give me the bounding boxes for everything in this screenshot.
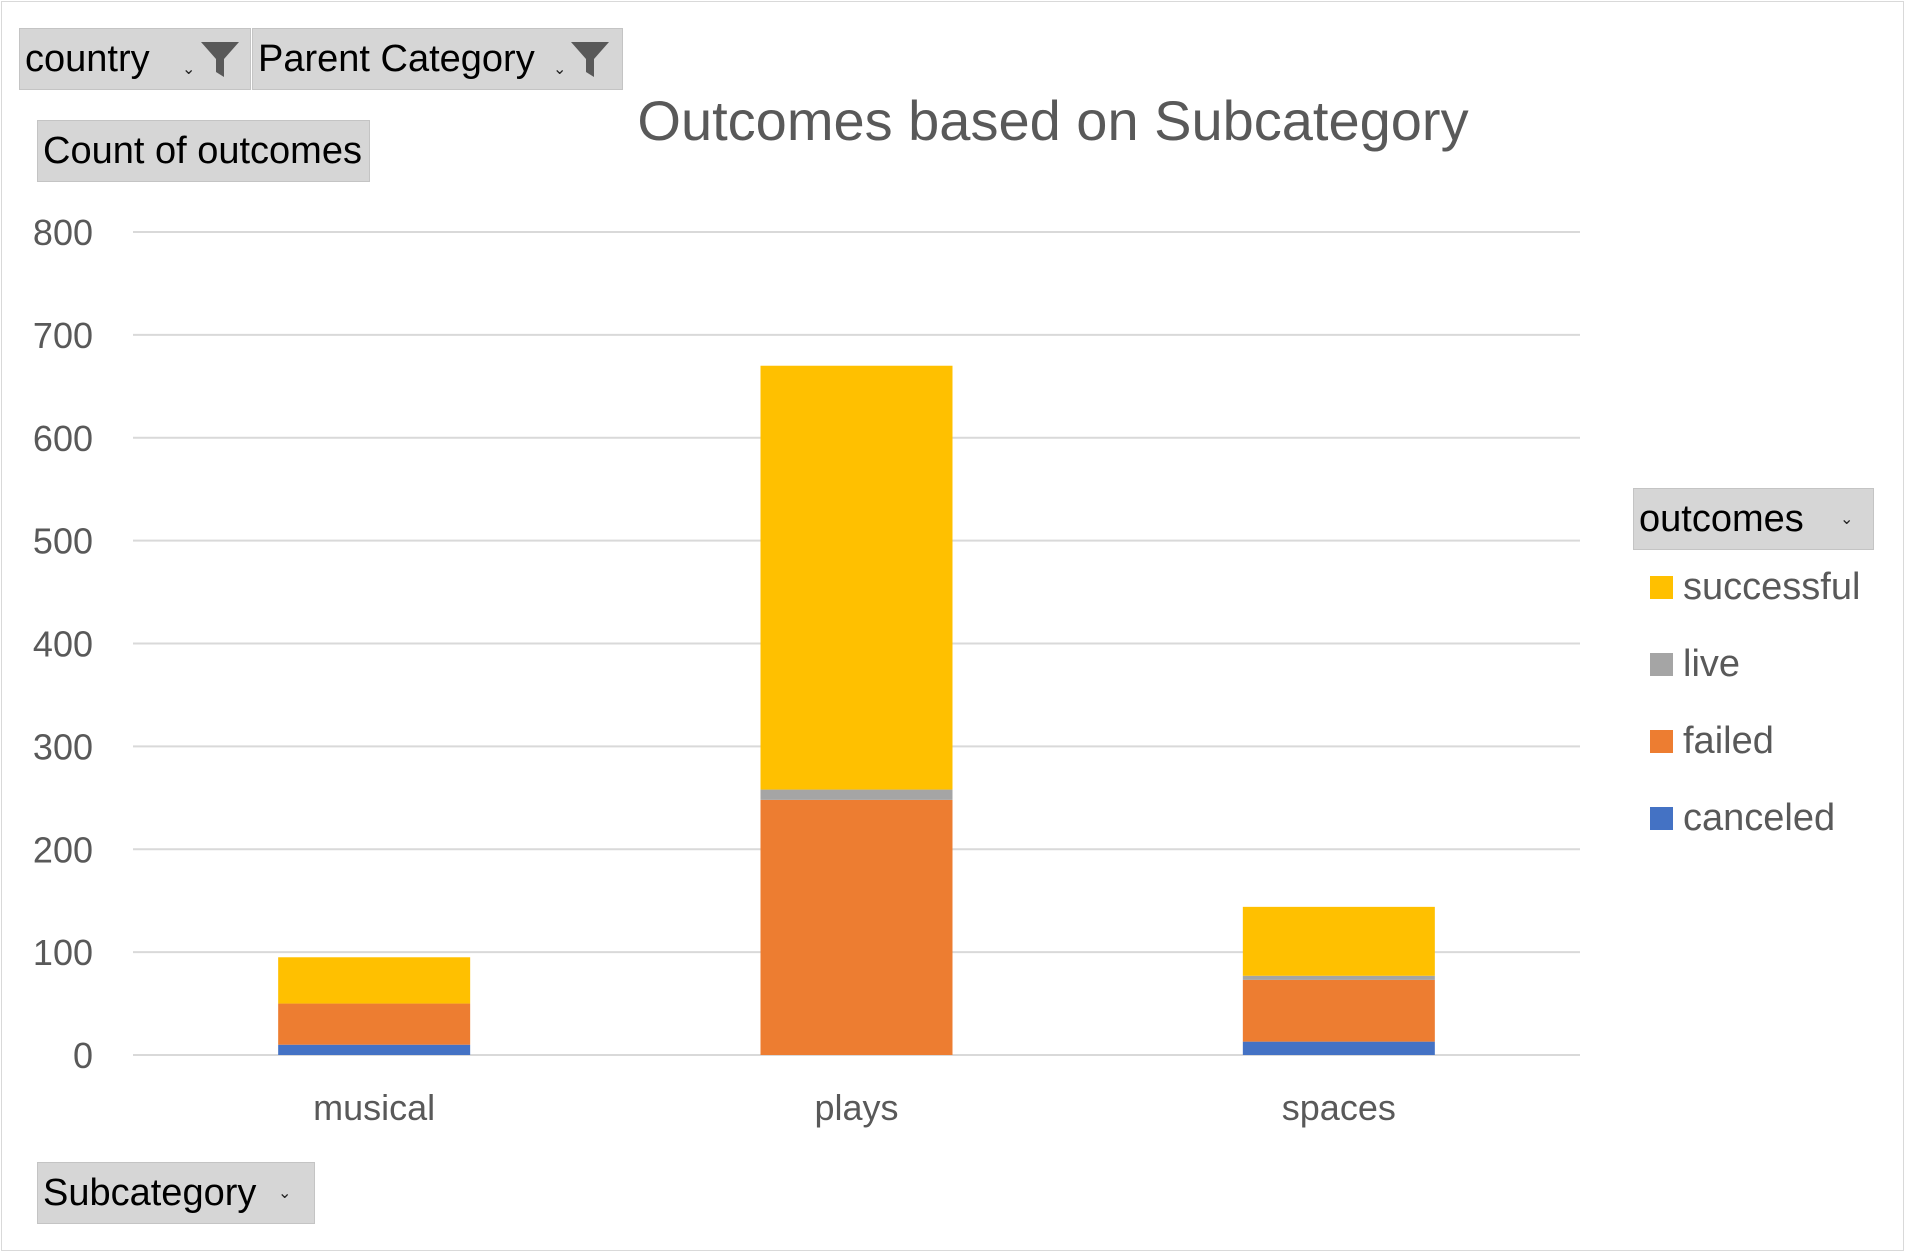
chart-title: Outcomes based on Subcategory: [637, 89, 1468, 152]
y-tick-label: 700: [33, 315, 93, 356]
bar-spaces-live[interactable]: [1242, 975, 1435, 980]
parent-category-filter-button[interactable]: Parent Category ⌄: [252, 28, 623, 90]
legend-item-successful[interactable]: successful: [1650, 566, 1860, 609]
legend-swatch: [1650, 730, 1673, 753]
values-field-label: Count of outcomes: [43, 129, 362, 172]
legend-item-canceled[interactable]: canceled: [1650, 797, 1835, 840]
bar-spaces-failed[interactable]: [1242, 979, 1435, 1042]
country-filter-button[interactable]: country ⌄: [19, 28, 251, 90]
bar-plays-live[interactable]: [760, 789, 953, 800]
bar-spaces-canceled[interactable]: [1242, 1041, 1435, 1055]
country-filter-label: country: [25, 37, 150, 80]
x-axis-tick-labels: musical plays spaces: [313, 1087, 1396, 1128]
y-tick-label: 100: [33, 932, 93, 973]
x-tick-label: plays: [814, 1087, 898, 1128]
bar-musical-failed[interactable]: [278, 1003, 471, 1045]
chevron-down-icon: ⌄: [553, 61, 567, 78]
y-tick-label: 300: [33, 726, 93, 767]
legend-label: live: [1683, 643, 1741, 685]
legend-swatch: [1650, 807, 1673, 830]
filter-funnel-icon: [571, 42, 609, 77]
legend-item-live[interactable]: live: [1650, 643, 1740, 686]
legend-swatch: [1650, 653, 1673, 676]
subcategory-axis-field-label: Subcategory: [43, 1171, 257, 1214]
y-tick-label: 500: [33, 521, 93, 562]
y-axis-tick-labels: 0 100 200 300 400 500 600 700 800: [33, 212, 93, 1076]
x-tick-label: spaces: [1282, 1087, 1396, 1128]
bar-musical-successful[interactable]: [278, 957, 471, 1004]
subcategory-axis-field-button[interactable]: Subcategory ⌄: [37, 1162, 315, 1224]
outcomes-legend-field-label: outcomes: [1639, 497, 1804, 540]
y-tick-label: 200: [33, 829, 93, 870]
y-tick-label: 800: [33, 212, 93, 253]
y-tick-label: 400: [33, 624, 93, 665]
chevron-down-icon: ⌄: [1840, 511, 1854, 528]
legend-item-failed[interactable]: failed: [1650, 720, 1774, 763]
bars: [278, 365, 1435, 1055]
chevron-down-icon: ⌄: [182, 61, 196, 78]
legend-label: canceled: [1683, 797, 1836, 839]
y-tick-label: 600: [33, 418, 93, 459]
bar-spaces-successful[interactable]: [1242, 906, 1435, 976]
x-tick-label: musical: [313, 1087, 435, 1128]
parent-category-filter-label: Parent Category: [258, 37, 535, 80]
bar-plays-failed[interactable]: [760, 799, 953, 1055]
legend-label: successful: [1683, 566, 1861, 608]
filter-funnel-icon: [201, 42, 239, 77]
legend-label: failed: [1683, 720, 1774, 762]
y-tick-label: 0: [73, 1035, 93, 1076]
outcomes-legend-field-button[interactable]: outcomes ⌄: [1633, 488, 1874, 550]
bar-musical-canceled[interactable]: [278, 1044, 471, 1055]
values-field-button[interactable]: Count of outcomes: [37, 120, 370, 182]
chevron-down-icon: ⌄: [278, 1185, 292, 1202]
bar-plays-successful[interactable]: [760, 365, 953, 790]
legend-swatch: [1650, 576, 1673, 599]
